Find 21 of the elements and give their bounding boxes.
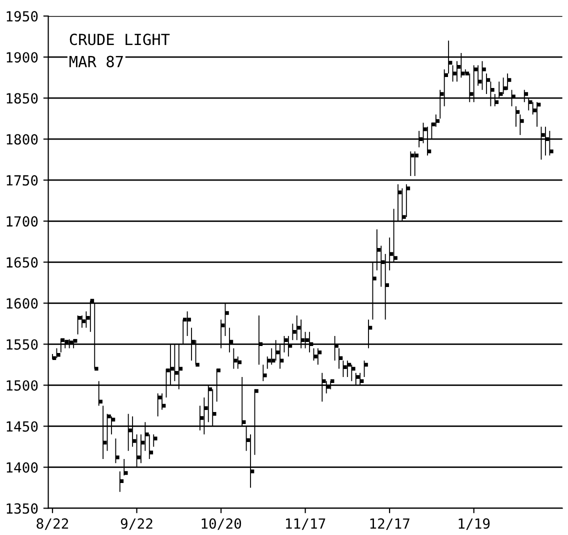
y-tick-label: 1500 [6,380,38,391]
annotation: MAR 87 [69,56,123,68]
y-tick-label: 1750 [6,175,38,186]
y-tick-label: 1850 [6,93,38,104]
annotation: CRUDE LIGHT [70,34,170,46]
x-tick-label: 12/17 [370,518,410,530]
y-tick-label: 1650 [6,257,38,268]
y-tick-label: 1700 [6,216,38,227]
y-tick-label: 1800 [6,134,38,145]
y-tick-label: 1900 [6,52,38,63]
x-tick-label: 8/22 [36,518,68,530]
x-tick-label: 10/20 [202,518,242,530]
y-tick-label: 1450 [6,421,38,432]
y-tick-label: 1550 [6,339,38,350]
x-tick-label: 9/22 [120,518,152,530]
x-tick-label: 11/17 [286,518,326,530]
x-tick-label: 1/19 [458,518,490,530]
y-tick-label: 1400 [6,462,38,473]
y-tick-label: 1350 [6,503,38,514]
y-tick-label: 1950 [6,11,38,22]
y-tick-label: 1600 [6,298,38,309]
